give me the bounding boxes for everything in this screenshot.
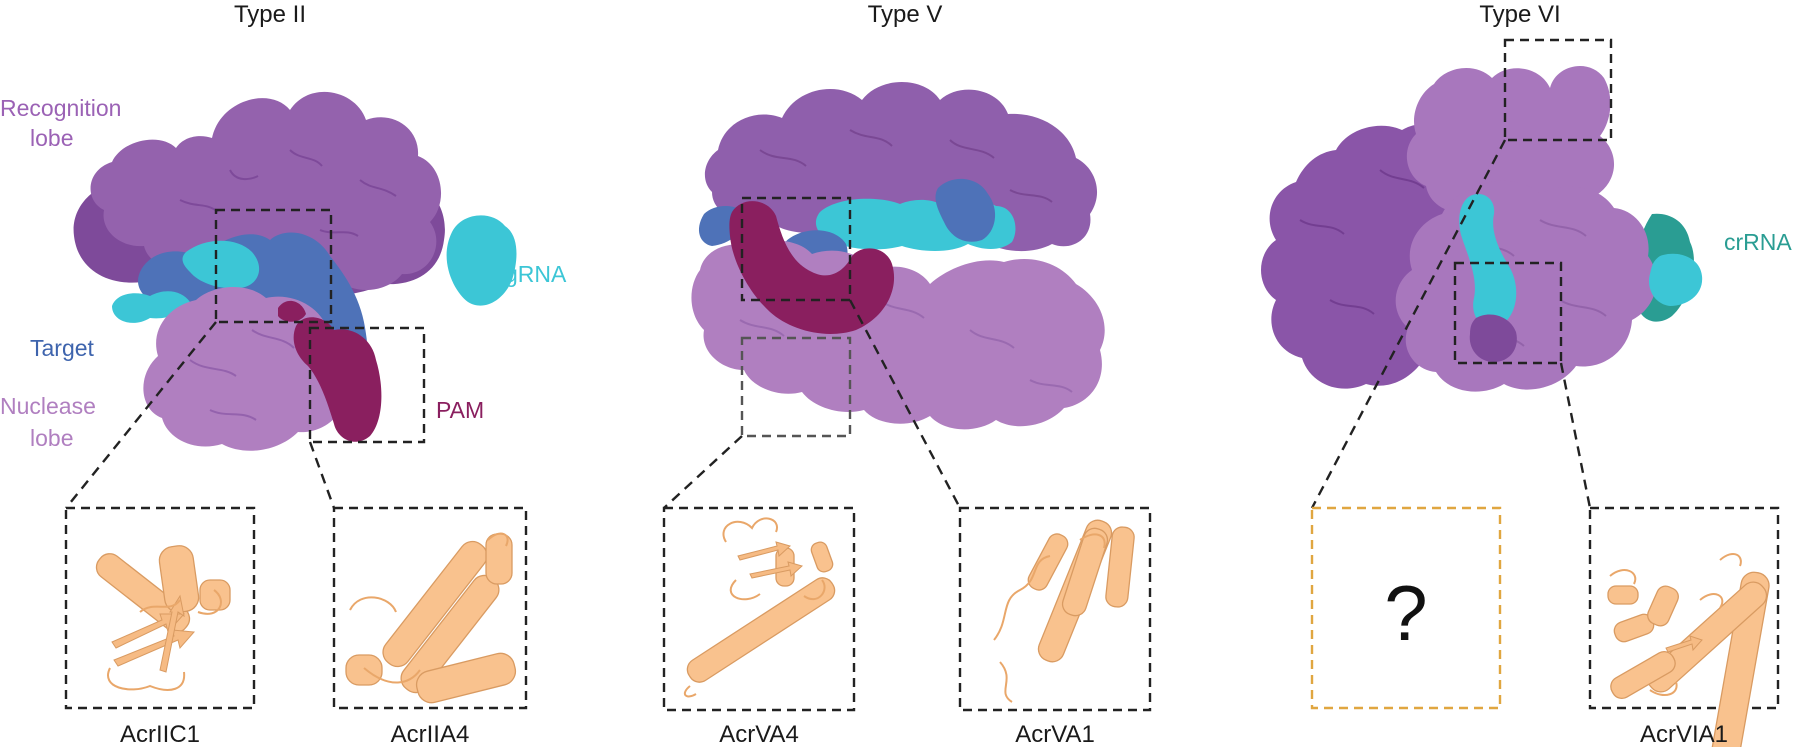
type-vi-title: Type VI xyxy=(1479,1,1560,28)
unknown-binding-site-box xyxy=(1503,38,1613,142)
acrva1-structure-icon xyxy=(993,519,1135,703)
type-v-title: Type V xyxy=(868,1,943,28)
pam-label: PAM xyxy=(436,397,484,423)
acrvia1-structure-icon xyxy=(1607,552,1770,747)
type-ii-complex-icon xyxy=(73,91,517,451)
acrvia1-guide-line xyxy=(1559,362,1592,509)
acriia4-label: AcrIIA4 xyxy=(391,721,470,747)
acrvia1-label: AcrVIA1 xyxy=(1640,721,1728,747)
grna-label: gRNA xyxy=(505,261,567,287)
acrva1-inset-box xyxy=(958,506,1152,712)
acrva4-label: AcrVA4 xyxy=(719,721,799,747)
acrva1-guide-line xyxy=(848,299,962,509)
type-ii-title: Type II xyxy=(234,1,306,28)
acriia4-structure-icon xyxy=(345,532,517,704)
acrvia1-binding-site-box xyxy=(1453,261,1563,365)
acrva1-binding-site-box xyxy=(740,196,852,302)
type-vi-complex-icon xyxy=(1261,65,1703,392)
nuclease-lobe-label: Nuclease xyxy=(0,393,96,419)
type-v-complex-icon xyxy=(691,82,1105,430)
acrva1-label: AcrVA1 xyxy=(1015,721,1095,747)
acriia4-inset-box xyxy=(332,506,528,710)
acriia4-binding-site-box xyxy=(308,326,426,444)
acriic1-inset-box xyxy=(64,506,256,710)
acriia4-guide-line xyxy=(308,441,336,509)
unknown-guide-line xyxy=(1310,139,1507,509)
recognition-lobe-label: Recognition xyxy=(0,95,121,121)
unknown-inset-box xyxy=(1310,506,1502,710)
acriic1-guide-line xyxy=(65,321,217,509)
acriic1-label: AcrIIC1 xyxy=(120,721,200,747)
acriic1-binding-site-box xyxy=(214,208,333,324)
nuclease-lobe-label-line2: lobe xyxy=(30,425,73,451)
acrva4-binding-site-box xyxy=(740,336,852,438)
acrva4-structure-icon xyxy=(683,517,836,698)
acrva4-inset-box xyxy=(662,506,856,712)
recognition-lobe-label-line2: lobe xyxy=(30,125,73,151)
crrna-label: crRNA xyxy=(1724,229,1792,255)
target-label: Target xyxy=(30,335,95,361)
unknown-inhibitor-mark: ? xyxy=(1384,569,1427,657)
acrva4-guide-line xyxy=(663,435,743,509)
acriic1-structure-icon xyxy=(95,545,231,691)
acrvia1-inset-box xyxy=(1588,506,1780,710)
